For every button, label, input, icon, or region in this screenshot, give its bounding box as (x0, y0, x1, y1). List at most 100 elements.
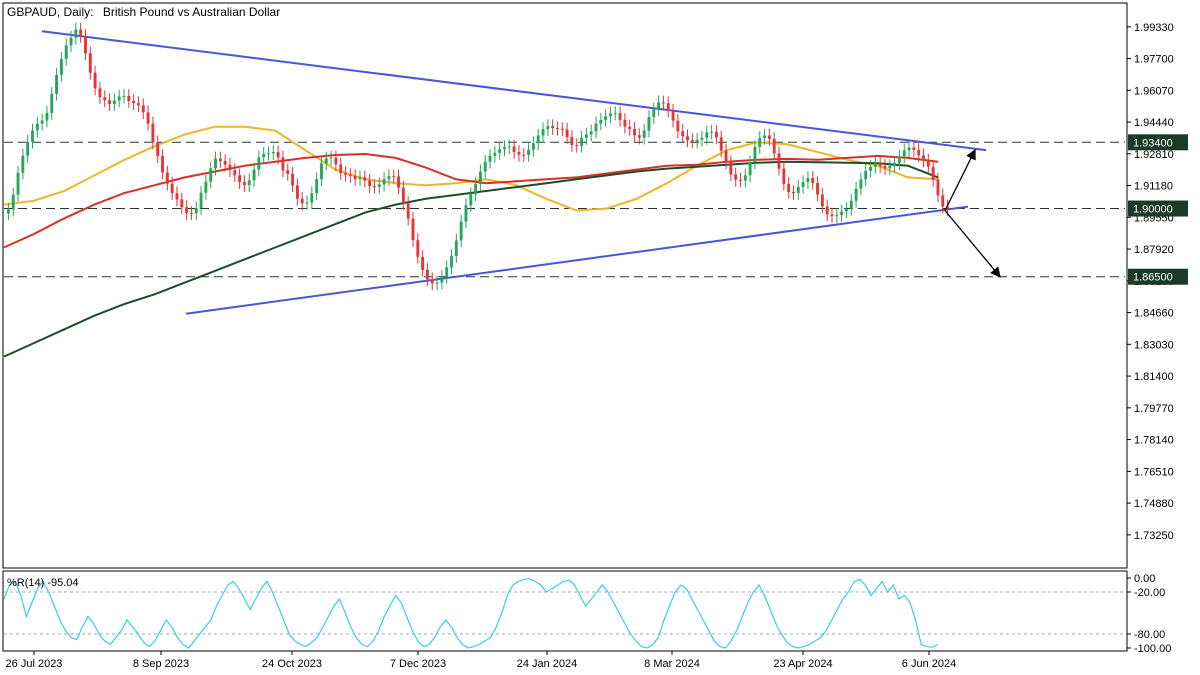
candle-body (262, 153, 266, 158)
candle-body (666, 103, 670, 111)
candle-body (589, 131, 593, 135)
candle-body (406, 203, 410, 219)
candle-body (888, 166, 892, 169)
candle-body (633, 128, 636, 136)
candle-body (883, 165, 887, 169)
y-tick-label: 1.84660 (1134, 308, 1174, 320)
candle-body (917, 149, 921, 156)
candle-body (907, 147, 911, 151)
candle-body (344, 173, 347, 175)
osc-tick-label: -20.00 (1134, 587, 1165, 599)
main-plot-frame (2, 2, 1128, 569)
scenario-arrows (944, 148, 1001, 278)
candle-body (854, 188, 858, 201)
candle-body (247, 180, 251, 186)
candle-body (503, 147, 506, 150)
candle-body (35, 123, 39, 131)
candle-body (560, 128, 564, 130)
time-axis: 26 Jul 2023 8 Sep 2023 24 Oct 2023 7 Dec 20… (6, 651, 956, 670)
level-label-bg (1128, 200, 1188, 217)
scenario-arrow (944, 148, 976, 211)
candle-body (175, 193, 179, 200)
candle-body (931, 166, 935, 180)
candle-body (348, 174, 352, 177)
candle-body (546, 126, 550, 130)
candle-body (806, 177, 810, 183)
candle-body (551, 126, 555, 129)
candle-body (753, 146, 757, 163)
candle-body (580, 137, 583, 146)
candle-body (122, 95, 126, 97)
candle-body (276, 152, 280, 158)
candle-body (483, 161, 487, 172)
candle-body (570, 137, 574, 146)
candle-body (267, 153, 270, 155)
candle-body (69, 37, 73, 46)
y-tick-label: 1.76510 (1134, 466, 1174, 478)
y-tick-label: 1.97700 (1134, 54, 1174, 66)
trendline (185, 205, 969, 315)
candle-body (613, 113, 617, 115)
candle-body (397, 176, 400, 188)
candle-body (209, 168, 213, 182)
candle-body (6, 209, 10, 214)
candle-body (787, 183, 791, 192)
candle-body (358, 177, 362, 180)
candle-body (223, 161, 227, 165)
candle-body (922, 155, 925, 161)
oscillator-title: %R(14) -95.04 (7, 577, 79, 589)
level-label-bg (1128, 268, 1188, 285)
candle-body (387, 176, 391, 180)
candle-body (609, 113, 612, 117)
candle-body (849, 200, 853, 210)
candle-body (941, 195, 945, 207)
oscillator-axis: 0.00 -20.00 -80.00 -100.00 (1127, 573, 1171, 655)
candle-body (527, 149, 531, 155)
candle-body (79, 29, 83, 36)
candle-body (64, 45, 68, 59)
candle-body (324, 158, 328, 164)
candle-body (792, 191, 795, 193)
candle-body (599, 119, 603, 124)
x-tick-label: 23 Apr 2024 (773, 658, 832, 670)
candle-body (893, 163, 897, 167)
y-tick-label: 1.79770 (1134, 403, 1174, 415)
candle-body (637, 135, 641, 138)
candle-body (377, 184, 381, 187)
candle-body (763, 135, 767, 139)
candle-body (498, 149, 502, 153)
candle-body (714, 131, 718, 138)
candle-body (108, 100, 111, 105)
osc-tick-label: 0.00 (1134, 573, 1155, 585)
candle-body (295, 185, 299, 199)
candle-body (845, 209, 848, 212)
candle-body (93, 72, 97, 89)
candle-body (21, 155, 25, 173)
candle-body (214, 158, 217, 169)
candle-body (334, 157, 338, 165)
candle-body (758, 138, 762, 147)
candle-body (353, 176, 357, 180)
x-tick-label: 8 Mar 2024 (644, 658, 700, 670)
candle-body (45, 112, 49, 121)
candle-body (835, 215, 839, 217)
candle-body (816, 183, 819, 195)
candle-body (512, 146, 516, 152)
candle-body (531, 143, 535, 150)
candle-body (801, 182, 805, 187)
candle-body (902, 150, 906, 157)
candle-body (681, 131, 685, 137)
candle-body (488, 155, 492, 162)
candle-body (459, 221, 463, 241)
y-tick-label: 1.91180 (1134, 181, 1173, 193)
candle-body (363, 177, 367, 181)
candle-body (541, 129, 545, 136)
candle-body (575, 145, 579, 147)
candle-body (642, 130, 646, 138)
horizontal-levels (4, 141, 1125, 278)
x-tick-label: 7 Dec 2023 (390, 658, 446, 670)
candle-body (705, 132, 709, 138)
candle-body (55, 74, 59, 94)
oscillator-frame (2, 570, 1128, 652)
candle-body (218, 158, 222, 162)
